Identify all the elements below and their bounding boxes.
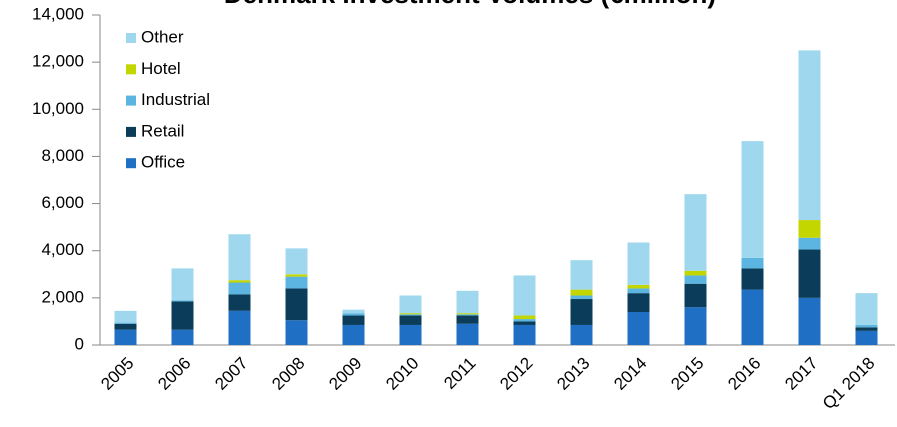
- legend-label: Hotel: [141, 59, 181, 78]
- bar-segment: [684, 194, 707, 271]
- bar-segment: [513, 315, 536, 320]
- bar-segment: [627, 242, 650, 285]
- bar-segment: [627, 288, 650, 294]
- bar-segment: [399, 315, 422, 325]
- bar-segment: [855, 293, 878, 325]
- bar-segment: [798, 237, 821, 250]
- bar-segment: [627, 312, 650, 345]
- x-tick-label: 2008: [268, 354, 308, 394]
- legend-label: Retail: [141, 121, 184, 140]
- bar-segment: [741, 141, 764, 258]
- bar-segment: [285, 276, 308, 289]
- bar-segment: [342, 313, 365, 316]
- bar-segment: [627, 293, 650, 312]
- legend-swatch: [126, 95, 136, 106]
- x-tick-label: 2010: [382, 354, 422, 394]
- bar-segment: [171, 329, 194, 345]
- x-tick-label: 2011: [440, 354, 479, 393]
- x-tick-label: 2017: [781, 354, 821, 394]
- bar-segment: [342, 309, 365, 314]
- bar-segment: [513, 324, 536, 345]
- bar-segment: [285, 274, 308, 277]
- bar-segment: [171, 301, 194, 330]
- bar-segment: [114, 322, 137, 324]
- y-tick-label: 4,000: [41, 240, 84, 259]
- bar-segment: [684, 307, 707, 345]
- x-tick-label: 2007: [211, 354, 251, 394]
- x-tick-label: Q1 2018: [819, 354, 879, 414]
- y-tick-label: 2,000: [41, 287, 84, 306]
- bar-segment: [228, 234, 251, 281]
- bar-segment: [456, 315, 479, 324]
- bar-segment: [570, 299, 593, 325]
- bar-segment: [513, 319, 536, 322]
- bar-segment: [285, 288, 308, 321]
- x-tick-label: 2012: [496, 354, 536, 394]
- x-tick-label: 2009: [325, 354, 365, 394]
- y-tick-label: 14,000: [32, 4, 84, 23]
- bar-segment: [228, 310, 251, 345]
- bar-segment: [456, 290, 479, 314]
- bar-segment: [342, 315, 365, 325]
- bar-segment: [570, 295, 593, 300]
- x-tick-label: 2015: [667, 354, 707, 394]
- bar-segment: [399, 324, 422, 345]
- y-tick-label: 12,000: [32, 52, 84, 71]
- bar-segment: [798, 50, 821, 221]
- bar-segment: [798, 220, 821, 238]
- x-tick-label: 2013: [553, 354, 593, 394]
- bar-segment: [570, 324, 593, 345]
- bar-segment: [228, 294, 251, 311]
- bar-segment: [114, 323, 137, 330]
- bar-segment: [171, 268, 194, 301]
- bar-segment: [741, 289, 764, 345]
- bar-segment: [798, 297, 821, 345]
- bar-segment: [627, 284, 650, 289]
- x-tick-label: 2006: [154, 354, 194, 394]
- bar-segment: [513, 321, 536, 325]
- bar-segment: [684, 270, 707, 276]
- chart-title: Denmark Investment Volumes (€million): [224, 0, 716, 9]
- bar-segment: [684, 275, 707, 284]
- bar-segment: [456, 313, 479, 315]
- legend-label: Industrial: [141, 90, 210, 109]
- y-tick-label: 6,000: [41, 193, 84, 212]
- bar-segment: [114, 310, 137, 323]
- bar-segment: [570, 289, 593, 296]
- legend-label: Office: [141, 153, 185, 172]
- bar-segment: [171, 300, 194, 302]
- x-tick-label: 2016: [724, 354, 764, 394]
- bar-segment: [855, 330, 878, 345]
- bar-segment: [798, 249, 821, 298]
- y-tick-label: 8,000: [41, 146, 84, 165]
- x-tick-label: 2014: [610, 354, 650, 394]
- bar-segment: [741, 257, 764, 269]
- bar-segment: [285, 248, 308, 275]
- bar-segment: [399, 313, 422, 315]
- bar-segment: [684, 283, 707, 308]
- bar-segment: [342, 324, 365, 345]
- legend-swatch: [126, 33, 136, 43]
- bar-segment: [228, 280, 251, 283]
- bar-segment: [513, 275, 536, 316]
- bar-segment: [399, 314, 422, 316]
- bar-segment: [399, 295, 422, 314]
- legend-swatch: [126, 158, 136, 169]
- bar-segment: [456, 323, 479, 345]
- y-tick-label: 0: [75, 334, 84, 353]
- legend-swatch: [126, 126, 136, 137]
- bar-segment: [228, 282, 251, 295]
- bar-segment: [570, 260, 593, 290]
- bar-segment: [855, 327, 878, 331]
- bar-segment: [456, 314, 479, 316]
- bar-segment: [285, 320, 308, 345]
- legend-label: Other: [141, 27, 184, 46]
- bar-segment: [114, 329, 137, 345]
- x-tick-label: 2005: [97, 354, 137, 394]
- y-tick-label: 10,000: [32, 99, 84, 118]
- bar-segment: [741, 268, 764, 290]
- legend-swatch: [126, 64, 136, 75]
- bar-segment: [855, 324, 878, 328]
